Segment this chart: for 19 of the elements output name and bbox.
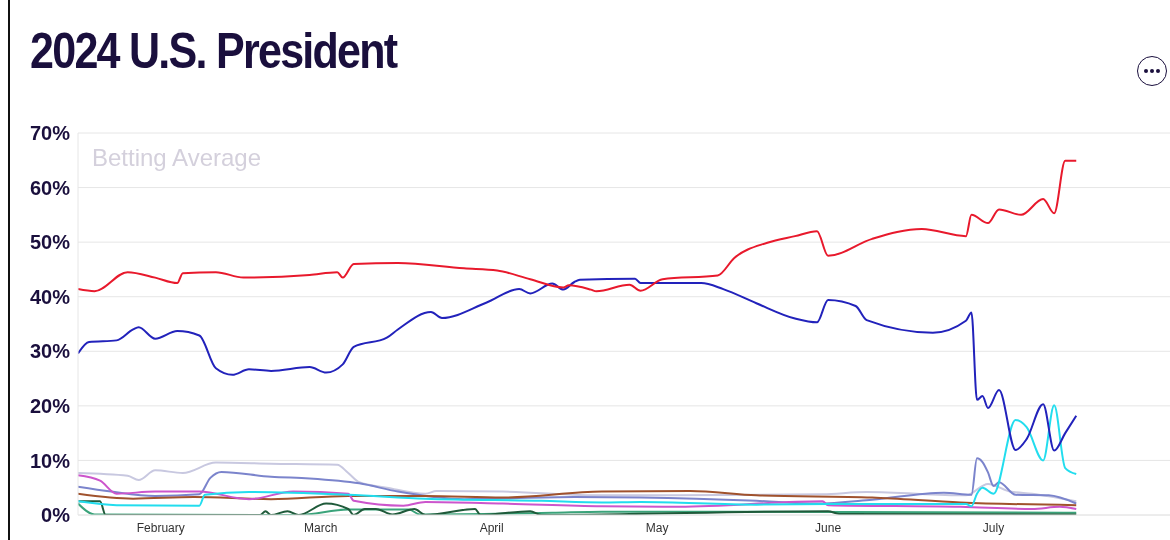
y-tick-label: 70% — [29, 122, 71, 145]
line-series — [78, 489, 1078, 507]
x-tick-label: March — [303, 520, 338, 535]
y-tick-label: 0% — [41, 504, 71, 527]
y-tick-label: 60% — [29, 176, 71, 199]
x-tick-label: February — [136, 520, 185, 535]
x-tick-label: June — [815, 520, 842, 535]
y-tick-label: 30% — [29, 340, 71, 363]
line-series — [78, 474, 1078, 510]
y-tick-label: 10% — [29, 449, 71, 472]
chart-title: 2024 U.S. President — [30, 22, 397, 80]
x-tick-label: May — [645, 520, 669, 535]
y-tick-label: 20% — [29, 394, 71, 417]
y-tick-label: 50% — [29, 231, 71, 254]
x-tick-label: April — [479, 520, 504, 535]
y-tick-label: 40% — [29, 285, 71, 308]
line-series — [78, 277, 1078, 452]
x-tick-label: July — [982, 520, 1005, 535]
line-series — [78, 404, 1078, 508]
